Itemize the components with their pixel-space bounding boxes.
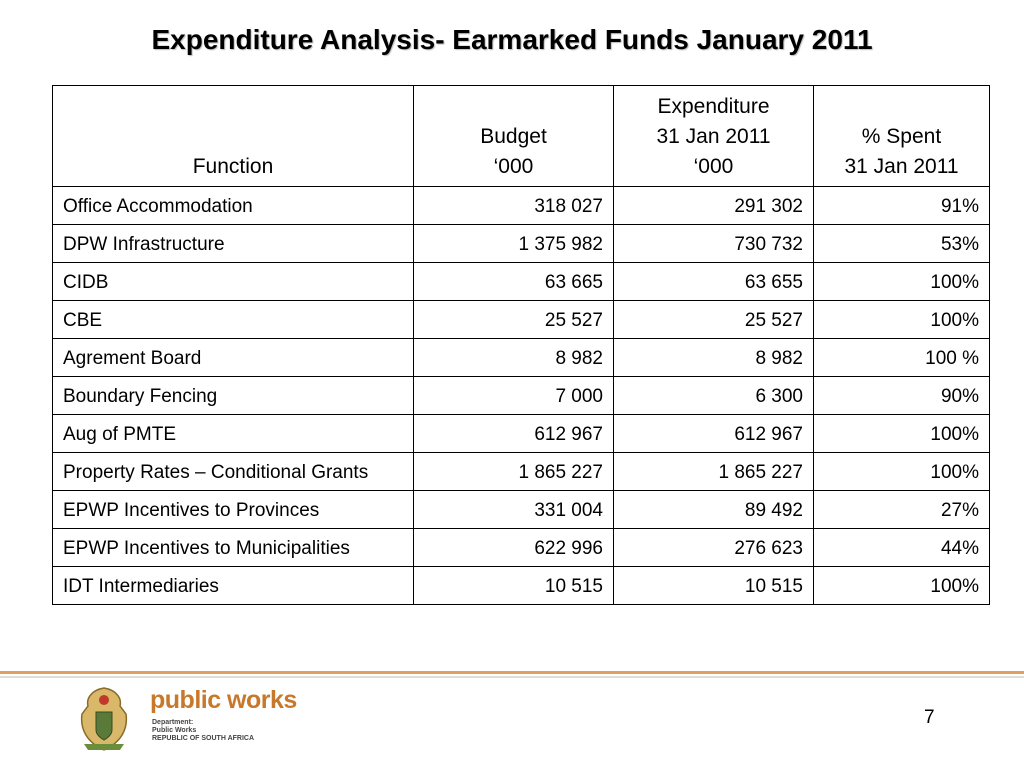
table-row: Agrement Board 8 982 8 982 100 %: [52, 338, 990, 377]
function-cell: Office Accommodation: [52, 186, 414, 225]
function-cell: Property Rates – Conditional Grants: [52, 452, 414, 491]
number-cell: 100%: [813, 452, 990, 491]
number-cell: 89 492: [613, 490, 814, 529]
header-cell: Function: [52, 85, 414, 187]
function-cell: EPWP Incentives to Provinces: [52, 490, 414, 529]
table-row: IDT Intermediaries 10 515 10 515 100%: [52, 566, 990, 605]
number-cell: 100%: [813, 262, 990, 301]
table-row: Office Accommodation 318 027 291 302 91%: [52, 186, 990, 225]
number-cell: 622 996: [413, 528, 614, 567]
table-row: Aug of PMTE 612 967 612 967 100%: [52, 414, 990, 453]
coat-of-arms: [80, 687, 128, 751]
number-cell: 730 732: [613, 224, 814, 263]
table-body: Office Accommodation 318 027 291 302 91% DPW…: [52, 186, 990, 605]
table-row: Property Rates – Conditional Grants 1 865…: [52, 452, 990, 491]
header-cell: Expenditure 31 Jan 2011 ‘000: [613, 85, 814, 187]
header-line: 31 Jan 2011: [844, 155, 959, 178]
header-line: Expenditure: [657, 95, 770, 118]
number-cell: 7 000: [413, 376, 614, 415]
number-cell: 100%: [813, 300, 990, 339]
table-row: EPWP Incentives to Provinces 331 004 89 49…: [52, 490, 990, 529]
number-cell: 1 375 982: [413, 224, 614, 263]
department-line: Department:: [152, 719, 194, 726]
page-number: 7: [924, 707, 935, 728]
number-cell: 6 300: [613, 376, 814, 415]
number-cell: 100%: [813, 566, 990, 605]
number-cell: 63 655: [613, 262, 814, 301]
function-cell: Agrement Board: [52, 338, 414, 377]
function-cell: IDT Intermediaries: [52, 566, 414, 605]
number-cell: 612 967: [613, 414, 814, 453]
footer-rule: [0, 671, 1024, 674]
function-cell: Aug of PMTE: [52, 414, 414, 453]
department-line: Public Works: [152, 727, 197, 734]
header-cell: % Spent 31 Jan 2011: [813, 85, 990, 187]
table-row: EPWP Incentives to Municipalities 622 996…: [52, 528, 990, 567]
header-cell: Budget ‘000: [413, 85, 614, 187]
number-cell: 10 515: [613, 566, 814, 605]
number-cell: 276 623: [613, 528, 814, 567]
function-cell: EPWP Incentives to Municipalities: [52, 528, 414, 567]
number-cell: 63 665: [413, 262, 614, 301]
number-cell: 8 982: [413, 338, 614, 377]
number-cell: 100%: [813, 414, 990, 453]
brand: public works: [150, 686, 297, 714]
number-cell: 8 982: [613, 338, 814, 377]
title: Expenditure Analysis- Earmarked Funds Ja…: [151, 24, 873, 55]
table: Function Budget ‘000 Expenditure 31 Jan 2011…: [52, 85, 990, 605]
number-cell: 44%: [813, 528, 990, 567]
number-cell: 90%: [813, 376, 990, 415]
header-line: % Spent: [861, 125, 942, 148]
table-row: CBE 25 527 25 527 100%: [52, 300, 990, 339]
table-row: DPW Infrastructure 1 375 982 730 732 53%: [52, 224, 990, 263]
number-cell: 1 865 227: [613, 452, 814, 491]
number-cell: 1 865 227: [413, 452, 614, 491]
function-cell: CIDB: [52, 262, 414, 301]
number-cell: 27%: [813, 490, 990, 529]
header-line: ‘000: [493, 155, 534, 178]
number-cell: 10 515: [413, 566, 614, 605]
number-cell: 100 %: [813, 338, 990, 377]
function-cell: Boundary Fencing: [52, 376, 414, 415]
table-row: CIDB 63 665 63 655 100%: [52, 262, 990, 301]
header-line: 31 Jan 2011: [656, 125, 771, 148]
function-cell: CBE: [52, 300, 414, 339]
header-line: Budget: [480, 125, 547, 148]
table-row: Boundary Fencing 7 000 6 300 90%: [52, 376, 990, 415]
number-cell: 91%: [813, 186, 990, 225]
number-cell: 331 004: [413, 490, 614, 529]
footer-rule-shadow: [0, 676, 1024, 678]
function-cell: DPW Infrastructure: [52, 224, 414, 263]
number-cell: 318 027: [413, 186, 614, 225]
number-cell: 53%: [813, 224, 990, 263]
department-lines: Department: Public Works REPUBLIC OF SOUTH…: [152, 719, 254, 743]
number-cell: 612 967: [413, 414, 614, 453]
number-cell: 25 527: [413, 300, 614, 339]
number-cell: 291 302: [613, 186, 814, 225]
header-row: Function Budget ‘000 Expenditure 31 Jan 2011…: [52, 85, 990, 187]
header-line: Function: [192, 155, 274, 178]
header-line: ‘000: [693, 155, 734, 178]
number-cell: 25 527: [613, 300, 814, 339]
department-line: REPUBLIC OF SOUTH AFRICA: [152, 735, 255, 742]
